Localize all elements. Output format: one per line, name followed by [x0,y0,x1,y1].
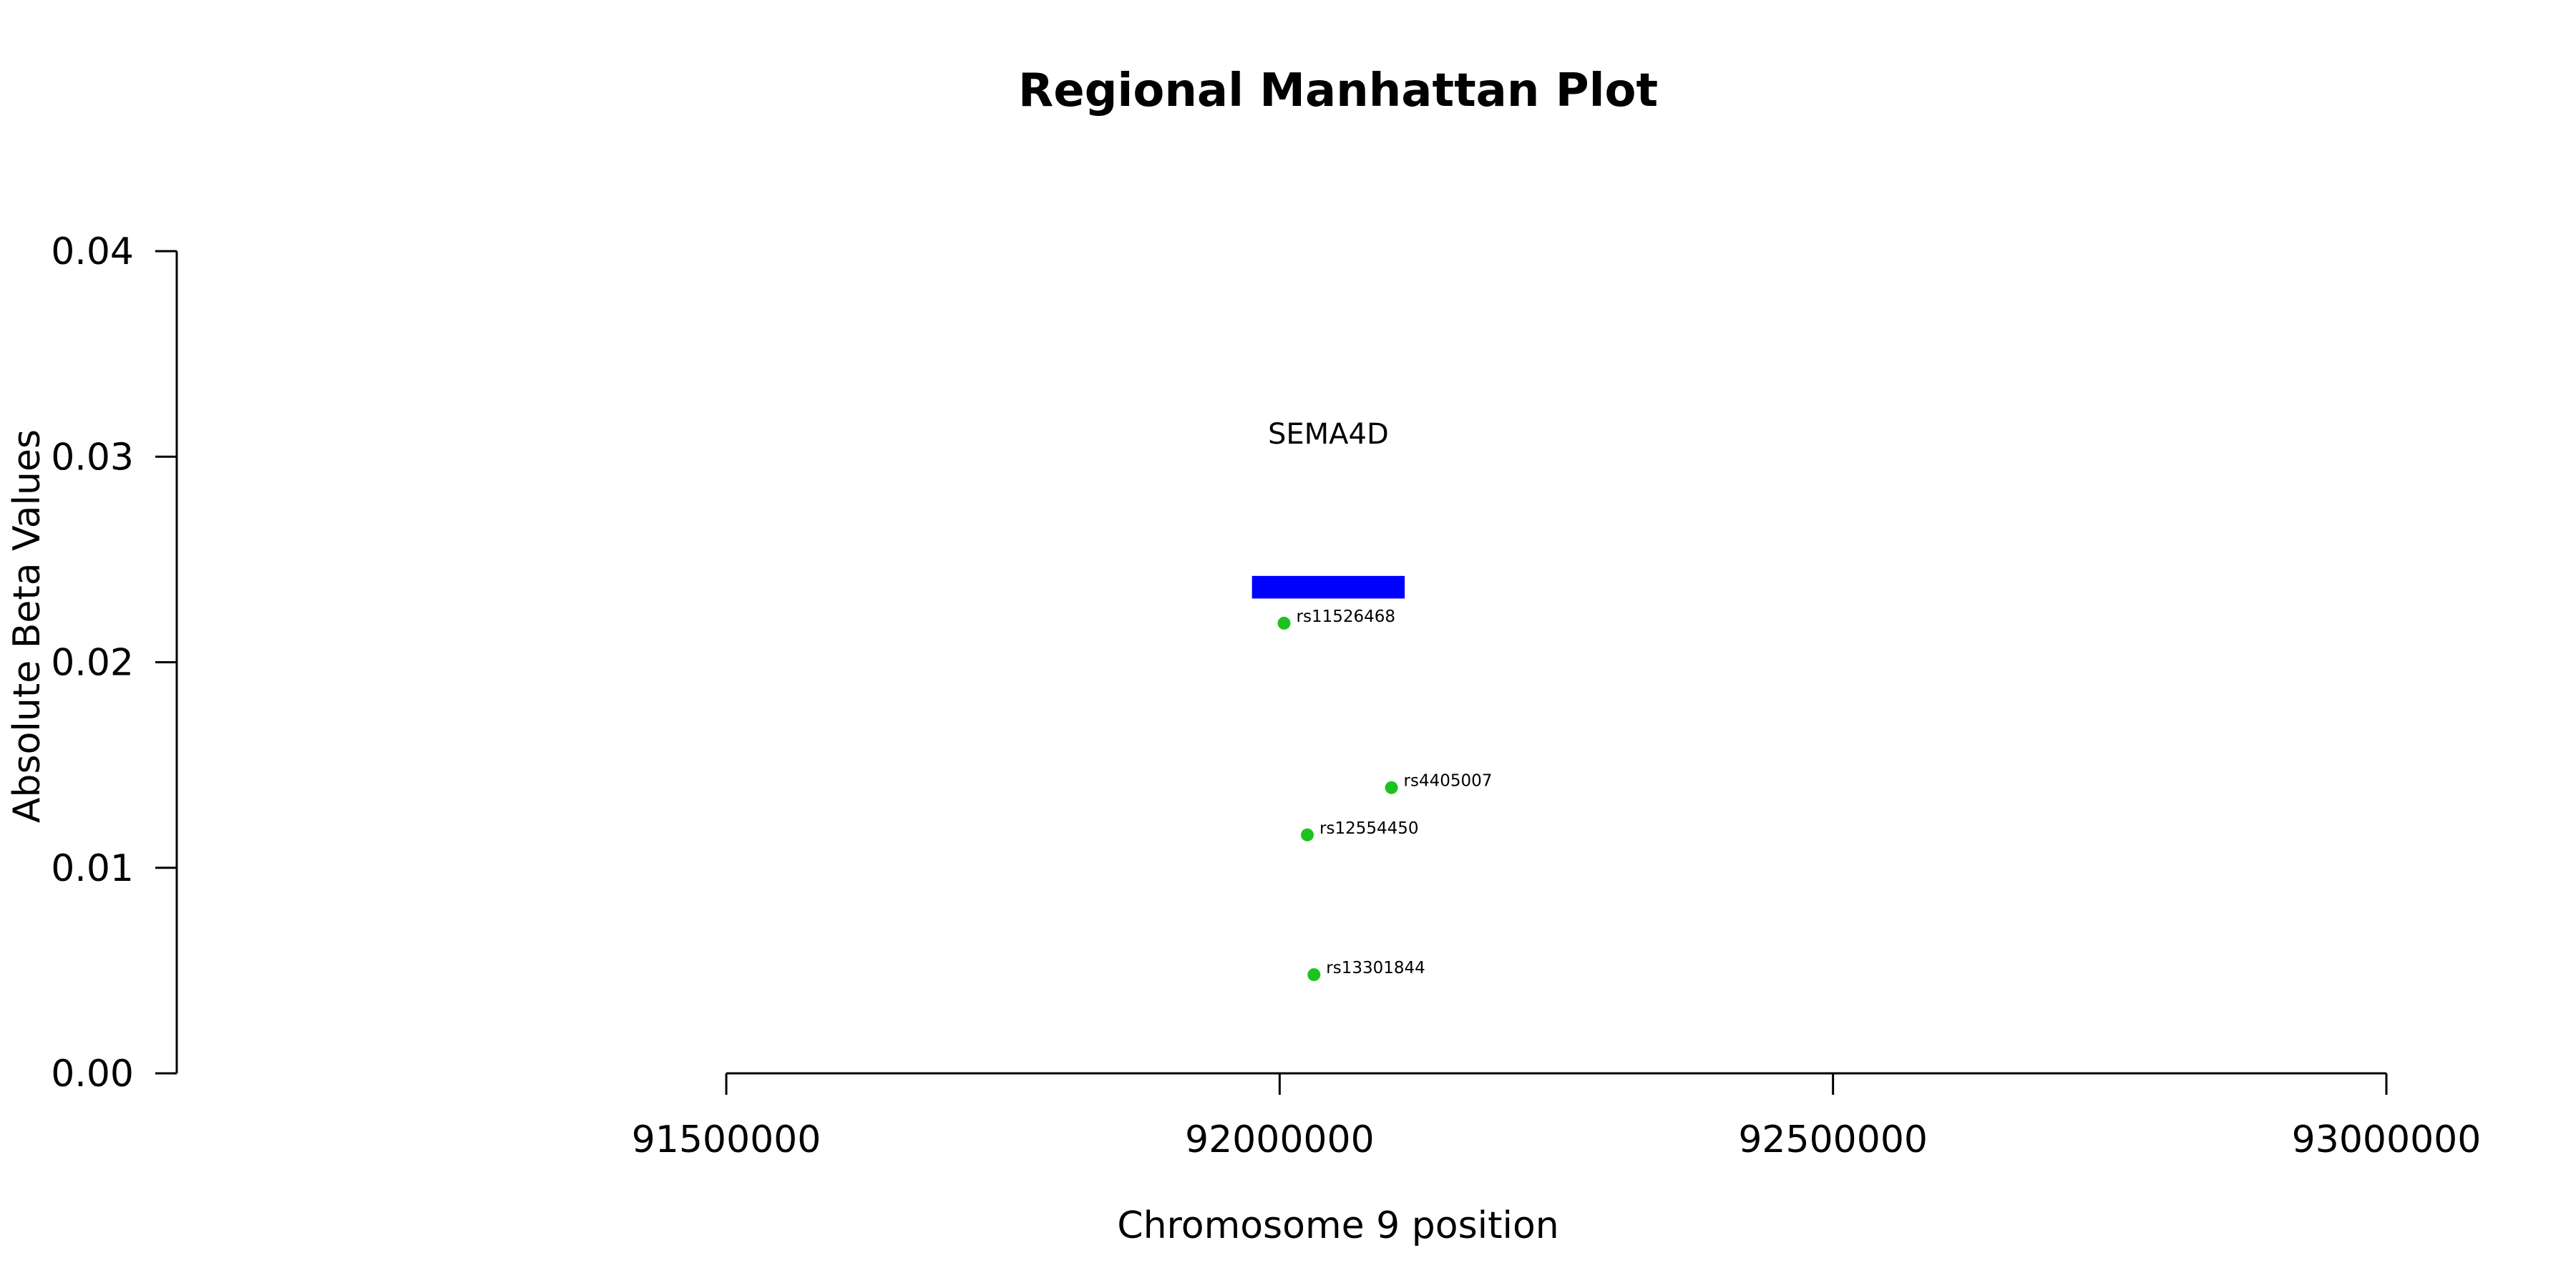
x-tick-label-1: 92000000 [1185,1118,1375,1161]
x-axis-label: Chromosome 9 position [1117,1204,1558,1247]
snp-point-rs13301844 [1307,968,1321,982]
snp-point-rs4405007 [1385,781,1398,794]
y-tick-label-0: 0.00 [51,1053,134,1096]
points-layer: rs11526468 rs4405007 rs12554450 rs13301844 [1277,608,1493,982]
y-axis-label: Absolute Beta Values [6,429,49,823]
gene-label-sema4d: SEMA4D [1268,418,1389,451]
y-tick-label-2: 0.02 [51,642,134,685]
x-tick-label-3: 93000000 [2292,1118,2482,1161]
snp-point-rs12554450 [1301,828,1314,841]
x-tick-label-0: 91500000 [632,1118,821,1161]
snp-label-rs12554450: rs12554450 [1319,819,1419,838]
y-tick-label-3: 0.03 [51,436,134,479]
snp-point-rs11526468 [1277,616,1291,630]
axes: 0.00 0.01 0.02 0.03 0.04 91500000 92000000 9250… [51,230,2481,1161]
genes-layer: SEMA4D [1252,418,1405,599]
snp-label-rs13301844: rs13301844 [1326,959,1425,977]
gene-bar-sema4d [1252,575,1405,599]
y-tick-label-1: 0.01 [51,847,134,890]
chart-title: Regional Manhattan Plot [1018,64,1658,117]
y-tick-label-4: 0.04 [51,230,134,273]
snp-label-rs11526468: rs11526468 [1297,608,1396,626]
snp-label-rs4405007: rs4405007 [1404,772,1493,791]
x-tick-label-2: 92500000 [1738,1118,1928,1161]
